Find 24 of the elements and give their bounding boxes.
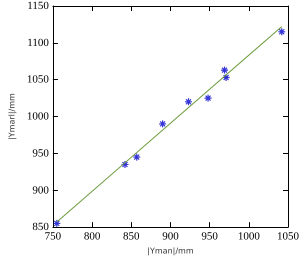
- x-tick-label: 1050: [277, 230, 300, 243]
- y-tick-label: 1050: [26, 74, 50, 86]
- y-axis-title: |Ymarl|/mm: [8, 92, 16, 140]
- y-tick-label: 850: [32, 221, 50, 234]
- point: [120, 160, 130, 169]
- y-tick-label: 1100: [27, 36, 50, 49]
- point: [158, 120, 167, 128]
- point: [184, 98, 193, 106]
- x-tick-label: 950: [201, 230, 218, 243]
- point: [220, 66, 229, 74]
- y-tick-label: 900: [32, 184, 50, 196]
- x-axis-title: |Yman|/mm: [147, 246, 194, 256]
- point: [222, 73, 230, 82]
- x-tick-label: 800: [84, 230, 101, 243]
- x-tick-label: 900: [162, 230, 180, 243]
- point: [278, 28, 286, 36]
- y-tick-label: 1000: [26, 110, 50, 123]
- x-tick-label: 1000: [238, 230, 260, 243]
- y-tick-label: 950: [32, 147, 50, 160]
- x-tick-label: 850: [123, 230, 140, 243]
- y-tick-label: 1150: [27, 0, 50, 12]
- point: [132, 152, 141, 162]
- point: [204, 94, 212, 102]
- x-tick-label: 750: [44, 230, 62, 243]
